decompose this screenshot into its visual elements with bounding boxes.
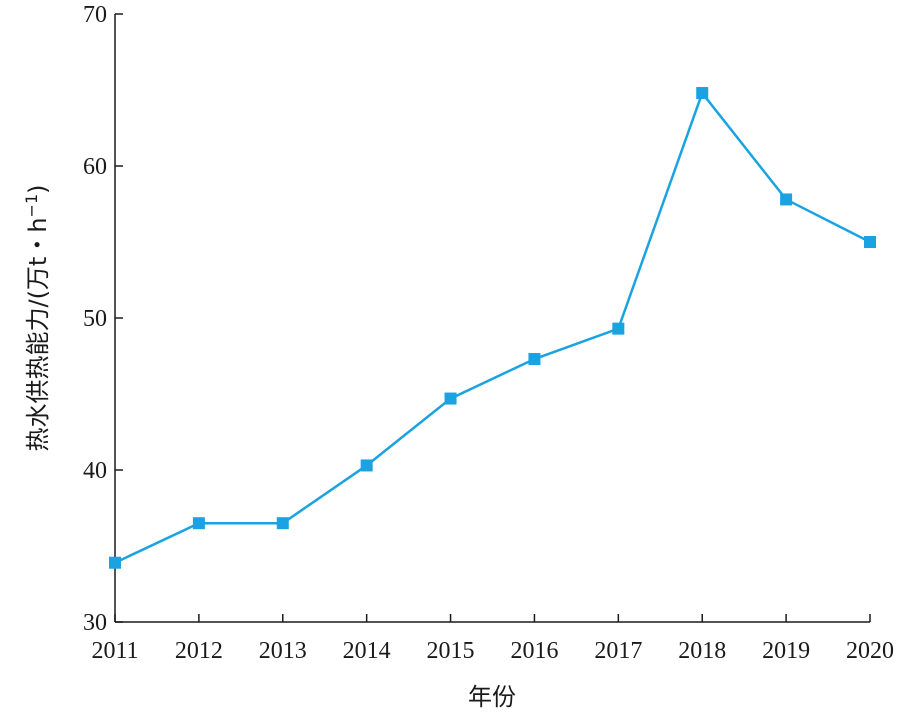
x-tick-label: 2013 <box>259 638 307 664</box>
data-point-2012 <box>192 517 205 530</box>
y-tick-label: 40 <box>83 458 107 484</box>
data-point-2017 <box>612 322 625 335</box>
data-point-2013 <box>276 517 289 530</box>
y-axis-label-main: 热水供热能力/(万t・h <box>24 217 52 451</box>
data-point-2020 <box>864 236 876 248</box>
data-point-2016 <box>528 353 541 366</box>
y-axis-label: 热水供热能力/(万t・h−1) <box>22 184 52 451</box>
x-axis-label: 年份 <box>468 683 516 711</box>
x-ticks: 2011 2012 2013 2014 2015 2016 2017 2018 2019 2020 <box>91 614 894 664</box>
x-tick-label: 2020 <box>846 638 894 664</box>
y-tick-label: 30 <box>83 610 107 636</box>
data-point-2015 <box>444 392 457 405</box>
y-axis-label-superscript: −1 <box>22 194 41 218</box>
data-point-2014 <box>360 459 373 472</box>
data-point-2019 <box>780 193 793 206</box>
y-axis-label-close: ) <box>24 184 52 193</box>
data-point-2018 <box>696 87 709 100</box>
x-tick-label: 2019 <box>762 638 810 664</box>
x-tick-label: 2016 <box>510 638 558 664</box>
series-group <box>109 87 876 569</box>
axes <box>114 14 870 623</box>
y-ticks: 30 40 50 60 70 <box>83 2 123 636</box>
x-tick-label: 2017 <box>594 638 642 664</box>
x-tick-label: 2018 <box>678 638 726 664</box>
y-tick-label: 70 <box>83 2 107 28</box>
x-tick-label: 2015 <box>427 638 475 664</box>
y-tick-label: 60 <box>83 154 107 180</box>
series-line <box>114 90 871 564</box>
x-tick-label: 2011 <box>91 638 138 664</box>
data-point-2011 <box>109 556 121 569</box>
x-tick-label: 2012 <box>175 638 223 664</box>
x-tick-label: 2014 <box>343 638 391 664</box>
y-tick-label: 50 <box>83 306 107 332</box>
